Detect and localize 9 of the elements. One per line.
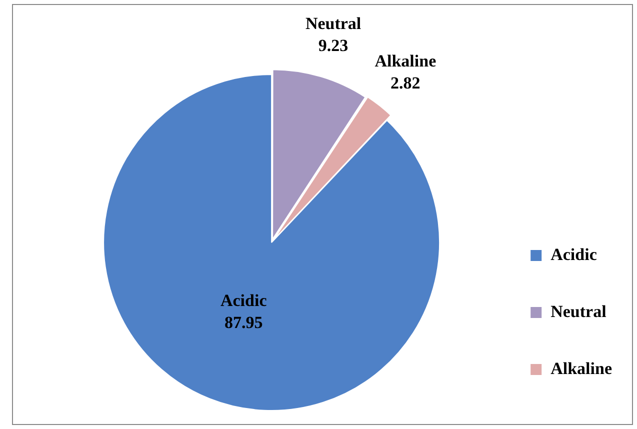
slice-label: Acidic: [220, 291, 268, 310]
slice-label: Alkaline: [374, 51, 437, 70]
data-label: 87.95: [224, 313, 263, 332]
data-label: 2.82: [390, 73, 420, 92]
legend-label: Acidic: [550, 244, 598, 264]
slice-label: Neutral: [305, 14, 362, 33]
legend-label: Alkaline: [550, 358, 612, 378]
legend-label: Neutral: [550, 302, 607, 321]
data-label: 9.23: [318, 36, 348, 55]
